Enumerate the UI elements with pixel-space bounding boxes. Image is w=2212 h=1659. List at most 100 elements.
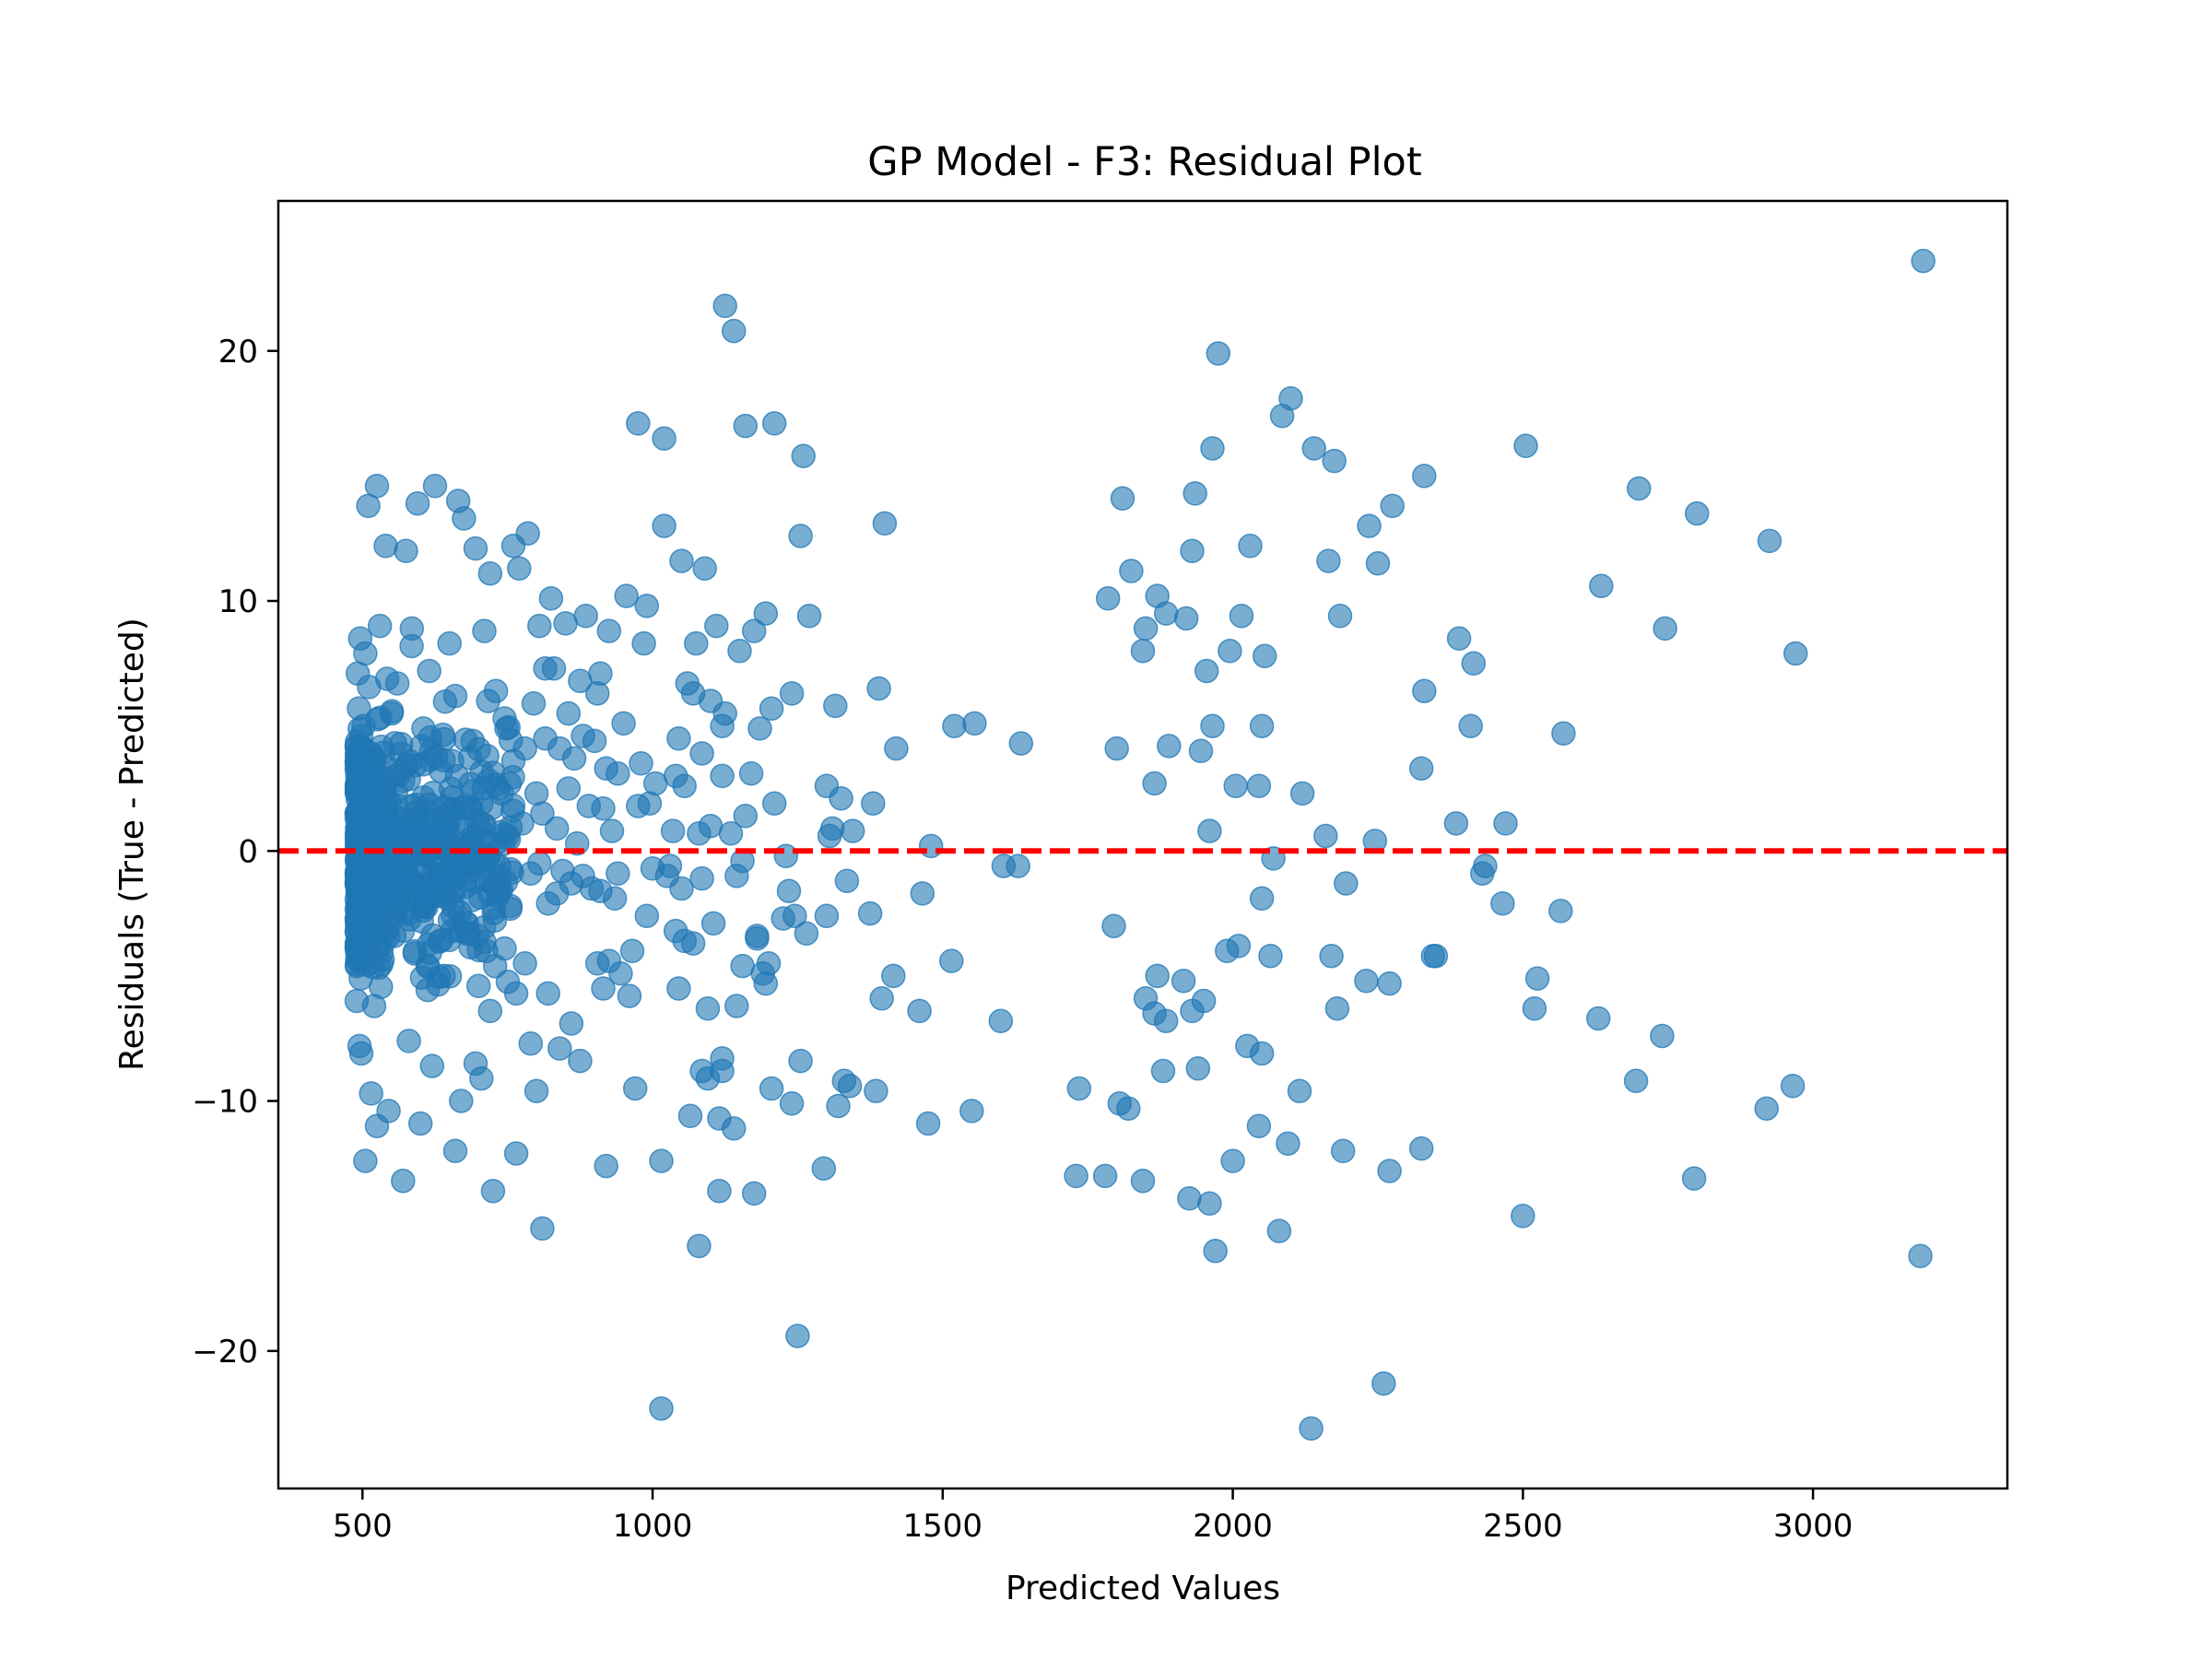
scatter-point [1200,436,1225,461]
scatter-point [834,868,860,894]
scatter-point [1110,486,1135,512]
scatter-point [669,548,694,573]
scatter-point [785,1324,810,1348]
scatter-point [704,613,729,639]
scatter-point [840,818,865,843]
y-tick-label: 10 [218,583,258,620]
scatter-point [1653,616,1677,641]
scatter-point [556,700,582,726]
scatter-point [689,865,714,891]
x-tick-label: 3000 [1773,1508,1853,1545]
scatter-point [466,814,491,839]
scatter-point [1408,756,1434,782]
scatter-point [1107,1091,1133,1116]
scatter-point [507,556,532,582]
scatter-point [445,488,471,513]
scatter-point [591,976,616,1001]
scatter-point [518,1030,544,1056]
scatter-point [1287,1078,1312,1103]
scatter-point [626,411,651,436]
scatter-point [1330,1138,1356,1164]
scatter-point [817,823,842,849]
scatter-point [823,693,848,719]
scatter-point [1908,1243,1933,1268]
scatter-point [482,953,508,979]
scatter-point [1458,713,1483,738]
scatter-point [1327,604,1353,629]
scatter-point [1324,995,1350,1021]
scatter-point [344,775,370,800]
scatter-point [500,534,526,559]
scatter-point [745,924,770,948]
y-axis-ticks: −20 −10 0 10 20 [192,334,278,1371]
scatter-point [747,716,772,741]
scatter-point [918,833,944,859]
scatter-point [596,618,622,643]
scatter-point [344,800,370,826]
scatter-point [1289,781,1315,806]
x-tick-label: 1000 [613,1508,693,1545]
scatter-point [788,1048,813,1074]
scatter-point [1461,651,1487,677]
scatter-point [710,713,735,738]
scatter-point [1133,616,1159,641]
scatter-point [1252,643,1277,668]
scatter-point [1104,735,1129,761]
scatter-point [1220,1148,1245,1173]
scatter-point [663,763,688,789]
scatter-point [652,513,677,538]
scatter-point [1133,986,1159,1011]
scatter-point [399,633,424,659]
scatter-point [652,426,677,451]
scatter-point [942,713,967,738]
scatter-point [345,951,370,977]
scatter-point [1684,500,1710,526]
scatter-point [1754,1096,1779,1121]
scatter-point [622,1076,648,1101]
scatter-point [761,411,787,436]
scatter-point [556,776,582,801]
scatter-point [1142,771,1167,796]
scatter-point [649,1148,674,1173]
scatter-point [1380,493,1405,519]
scatter-point [1095,586,1121,611]
scatter-point [500,764,525,790]
scatter-point [347,1033,372,1059]
scatter-point [712,293,737,319]
scatter-point [1623,1068,1649,1094]
scatter-point [1269,404,1295,429]
scatter-point [494,716,519,741]
scatter-point [687,1233,712,1259]
scatter-point [347,626,373,651]
scatter-point [1357,513,1382,538]
x-axis-label: Predicted Values [1006,1570,1280,1607]
scatter-point [733,804,759,829]
scatter-point [472,618,497,643]
scatter-point [568,1048,593,1074]
scatter-point [1681,1166,1707,1191]
scatter-point [553,611,578,636]
scatter-point [420,923,445,948]
scatter-point [369,974,394,1000]
scatter-point [1203,1239,1228,1264]
scatter-point [418,738,444,764]
scatter-point [1650,1023,1675,1049]
scatter-point [779,1091,805,1116]
scatter-point [1215,938,1240,964]
scatter-point [550,858,575,884]
scatter-point [353,1148,378,1173]
scatter-point [588,661,613,686]
scatter-point [1066,1076,1092,1101]
scatter-point [695,995,721,1021]
scatter-point [1412,464,1437,488]
scatter-point [1194,658,1219,684]
scatter-point [988,1008,1014,1033]
scatter-point [388,731,414,757]
scatter-point [675,671,700,696]
scatter-point [373,534,398,559]
scatter-point [500,794,526,818]
scatter-point [417,658,441,684]
scatter-point [1200,713,1225,738]
scatter-point [535,981,560,1006]
scatter-point [733,413,759,439]
